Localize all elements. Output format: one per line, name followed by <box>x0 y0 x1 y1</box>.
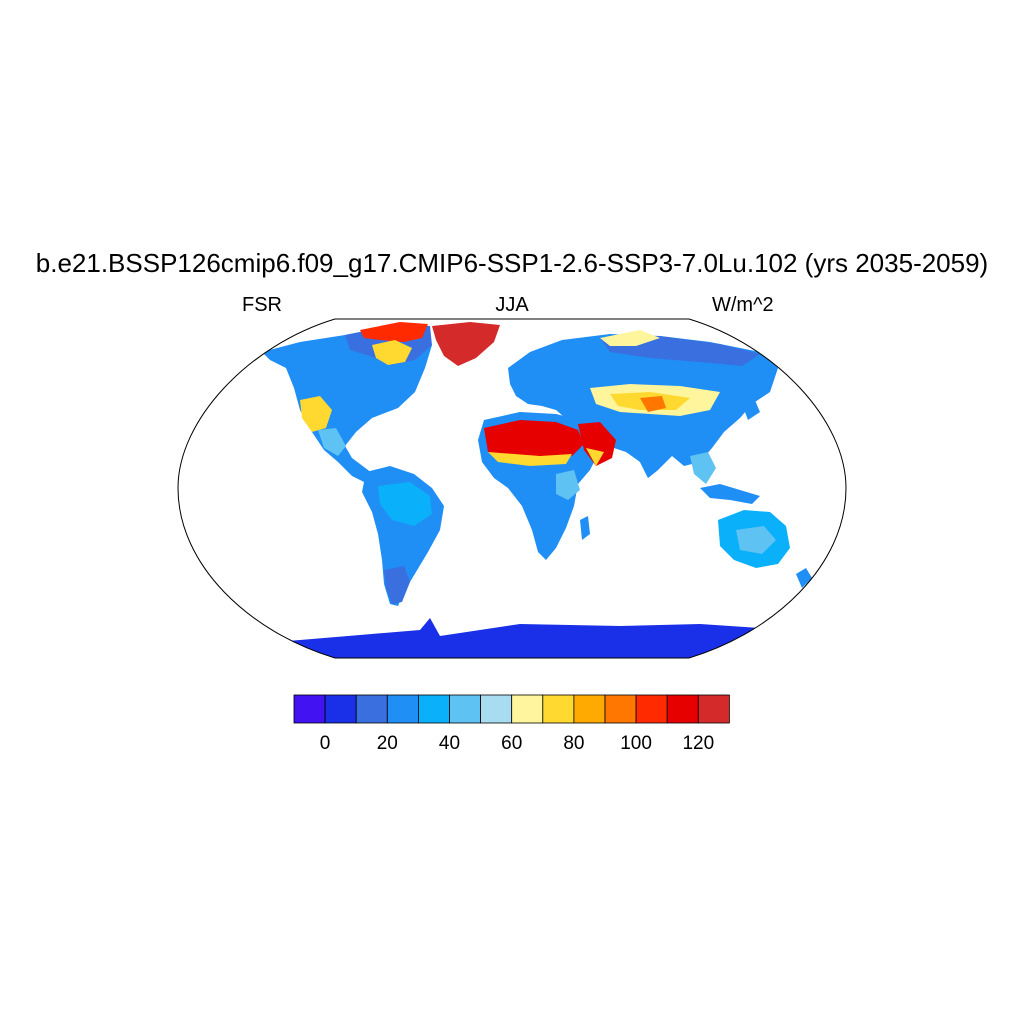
indonesia-islands <box>700 484 760 504</box>
western-us-warm <box>300 396 332 432</box>
madagascar-land <box>580 516 590 540</box>
colorbar-tick-label: 40 <box>439 733 460 754</box>
sahara-desert <box>484 420 584 458</box>
arabia-edge <box>586 448 604 466</box>
mexico-highland <box>318 428 346 456</box>
colorbar-swatch <box>417 694 450 724</box>
colorbar-swatch <box>697 694 730 724</box>
arabia-land <box>578 422 616 466</box>
colorbar-swatch <box>573 694 606 724</box>
colorbar-swatch <box>542 694 575 724</box>
colorbar-tick-label: 60 <box>501 733 522 754</box>
sahara-edge <box>488 452 572 466</box>
japan-islands <box>742 398 760 420</box>
season-label: JJA <box>495 294 529 316</box>
colorbar: 0 20 40 60 80 100 120 <box>293 694 730 754</box>
colorbar-swatch <box>355 694 388 724</box>
colorbar-swatch <box>386 694 419 724</box>
colorbar-tick-label: 120 <box>682 733 714 754</box>
map-outline <box>177 318 847 659</box>
arctic-coast-warm <box>600 330 660 346</box>
antarctica-land <box>178 618 846 658</box>
amazon-region <box>378 482 432 526</box>
colorbar-swatch <box>604 694 637 724</box>
colorbar-tick-label: 0 <box>320 733 331 754</box>
colorbar-swatch <box>293 694 326 724</box>
hudson-bay-warm <box>372 340 412 365</box>
map-title: b.e21.BSSP126cmip6.f09_g17.CMIP6-SSP1-2.… <box>35 248 989 278</box>
patagonia-land <box>384 566 410 604</box>
colorbar-swatch <box>324 694 357 724</box>
greenland-land <box>432 322 500 366</box>
east-africa-highland <box>556 470 580 500</box>
arctic-islands-warm <box>360 322 428 342</box>
colorbar-swatch <box>635 694 668 724</box>
australia-interior <box>736 526 776 554</box>
colorbar-swatch <box>480 694 513 724</box>
new-zealand-land <box>796 568 812 588</box>
map-area <box>178 319 846 658</box>
colorbar-swatch <box>449 694 482 724</box>
colorbar-tick-label: 80 <box>563 733 584 754</box>
units-label: W/m^2 <box>712 294 774 316</box>
variable-label: FSR <box>242 294 282 316</box>
colorbar-swatch <box>666 694 699 724</box>
tibet-plateau <box>640 396 666 412</box>
india-land <box>634 436 666 478</box>
colorbar-tick-label: 20 <box>377 733 398 754</box>
colorbar-tick-label: 100 <box>620 733 652 754</box>
colorbar-swatch <box>511 694 544 724</box>
southeast-asia-land <box>690 452 716 484</box>
north-america-land <box>262 328 432 486</box>
